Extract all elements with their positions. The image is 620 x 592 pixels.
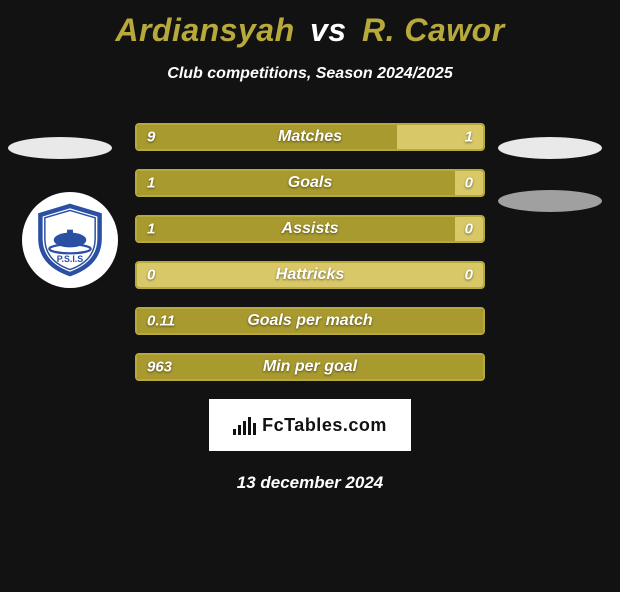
infographic-date: 13 december 2024 — [0, 473, 620, 493]
stat-label: Matches — [278, 128, 342, 146]
stat-row: 0.11 Goals per match — [135, 307, 485, 335]
stat-value-right: 0 — [465, 267, 473, 284]
stat-row: 963 Min per goal — [135, 353, 485, 381]
player2-name: R. Cawor — [362, 12, 505, 48]
stat-value-left: 1 — [147, 175, 155, 192]
placeholder-ellipse-right-top — [498, 137, 602, 159]
club-badge: P.S.I.S — [22, 192, 118, 288]
stat-value-left: 963 — [147, 359, 172, 376]
stat-value-left: 0.11 — [147, 313, 175, 330]
stat-label: Hattricks — [276, 266, 344, 284]
comparison-title: Ardiansyah vs R. Cawor — [0, 12, 620, 49]
placeholder-ellipse-left — [8, 137, 112, 159]
vs-text: vs — [310, 12, 347, 48]
branding-text: FcTables.com — [262, 415, 387, 436]
stat-label: Min per goal — [263, 358, 357, 376]
club-crest-icon: P.S.I.S — [33, 203, 107, 277]
stat-value-left: 1 — [147, 221, 155, 238]
stat-label: Goals — [288, 174, 332, 192]
stat-label: Goals per match — [247, 312, 372, 330]
stat-row: 1 0 Assists — [135, 215, 485, 243]
stat-row: 9 1 Matches — [135, 123, 485, 151]
branding-bars-icon — [233, 415, 256, 435]
stat-value-right: 0 — [465, 175, 473, 192]
stat-bar-left — [137, 125, 397, 149]
subtitle: Club competitions, Season 2024/2025 — [0, 65, 620, 83]
placeholder-ellipse-right-bottom — [498, 190, 602, 212]
stat-row: 0 0 Hattricks — [135, 261, 485, 289]
stat-row: 1 0 Goals — [135, 169, 485, 197]
branding-box: FcTables.com — [209, 399, 411, 451]
stat-value-left: 0 — [147, 267, 155, 284]
player1-name: Ardiansyah — [115, 12, 294, 48]
stat-label: Assists — [282, 220, 339, 238]
stat-value-left: 9 — [147, 129, 155, 146]
stat-value-right: 0 — [465, 221, 473, 238]
stat-value-right: 1 — [465, 129, 473, 146]
svg-text:P.S.I.S: P.S.I.S — [57, 254, 84, 264]
